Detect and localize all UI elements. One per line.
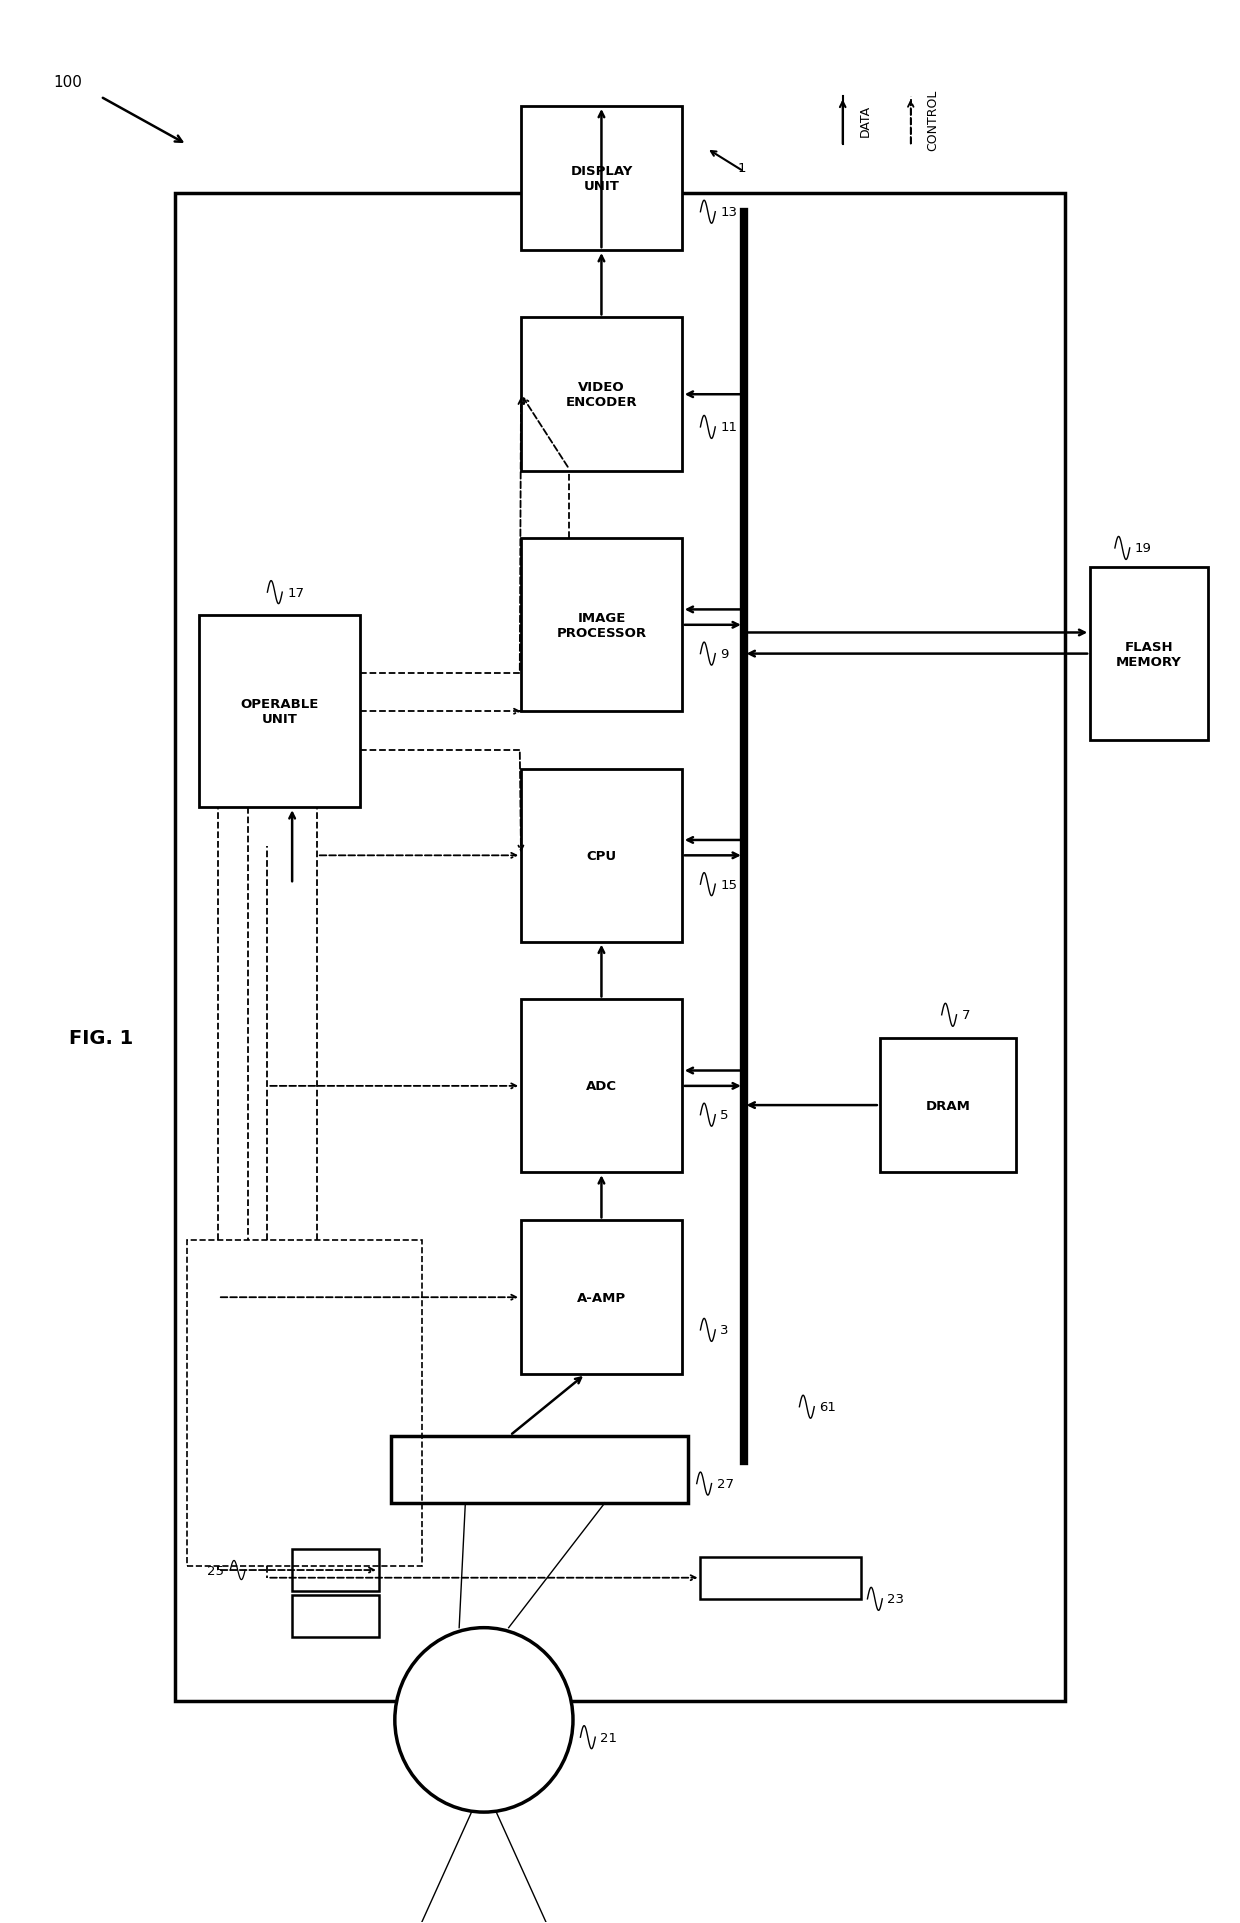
Bar (521, 538, 682, 712)
Text: 61: 61 (820, 1400, 836, 1413)
Bar (521, 317, 682, 471)
Bar (521, 769, 682, 942)
Text: 9: 9 (720, 648, 729, 662)
Text: FIG. 1: FIG. 1 (69, 1029, 134, 1048)
Bar (293, 1550, 378, 1592)
Text: DRAM: DRAM (925, 1100, 971, 1111)
Text: 5: 5 (720, 1110, 729, 1121)
Bar (521, 108, 682, 252)
Text: 13: 13 (720, 206, 738, 219)
Text: 17: 17 (288, 587, 304, 600)
Text: A-AMP: A-AMP (577, 1290, 626, 1304)
Text: 27: 27 (717, 1477, 734, 1490)
Bar (293, 1596, 378, 1636)
Text: OPERABLE
UNIT: OPERABLE UNIT (241, 698, 319, 725)
Text: VIDEO
ENCODER: VIDEO ENCODER (565, 381, 637, 410)
Text: DISPLAY
UNIT: DISPLAY UNIT (570, 165, 632, 192)
Bar (1090, 567, 1208, 740)
Text: 100: 100 (53, 75, 82, 90)
Text: ADC: ADC (587, 1081, 618, 1092)
Text: CONTROL: CONTROL (926, 90, 940, 152)
Bar (187, 1240, 422, 1567)
Text: 19: 19 (1135, 542, 1152, 556)
Bar (391, 1436, 688, 1504)
Text: 1: 1 (738, 162, 746, 175)
Text: 7: 7 (961, 1010, 970, 1021)
Bar (175, 194, 1065, 1700)
Bar (521, 1000, 682, 1173)
Bar (521, 1221, 682, 1375)
Bar (880, 1038, 1016, 1173)
Text: 23: 23 (888, 1592, 904, 1606)
Text: 25: 25 (207, 1563, 224, 1577)
Text: CPU: CPU (587, 850, 616, 862)
Text: IMAGE
PROCESSOR: IMAGE PROCESSOR (557, 612, 646, 640)
Text: FLASH
MEMORY: FLASH MEMORY (1116, 640, 1182, 669)
Text: 3: 3 (720, 1323, 729, 1336)
Bar (701, 1558, 862, 1600)
Bar (200, 615, 360, 808)
Text: 21: 21 (600, 1731, 618, 1744)
Text: 11: 11 (720, 421, 738, 435)
Text: 15: 15 (720, 879, 738, 890)
Ellipse shape (394, 1627, 573, 1811)
Text: DATA: DATA (858, 104, 872, 137)
